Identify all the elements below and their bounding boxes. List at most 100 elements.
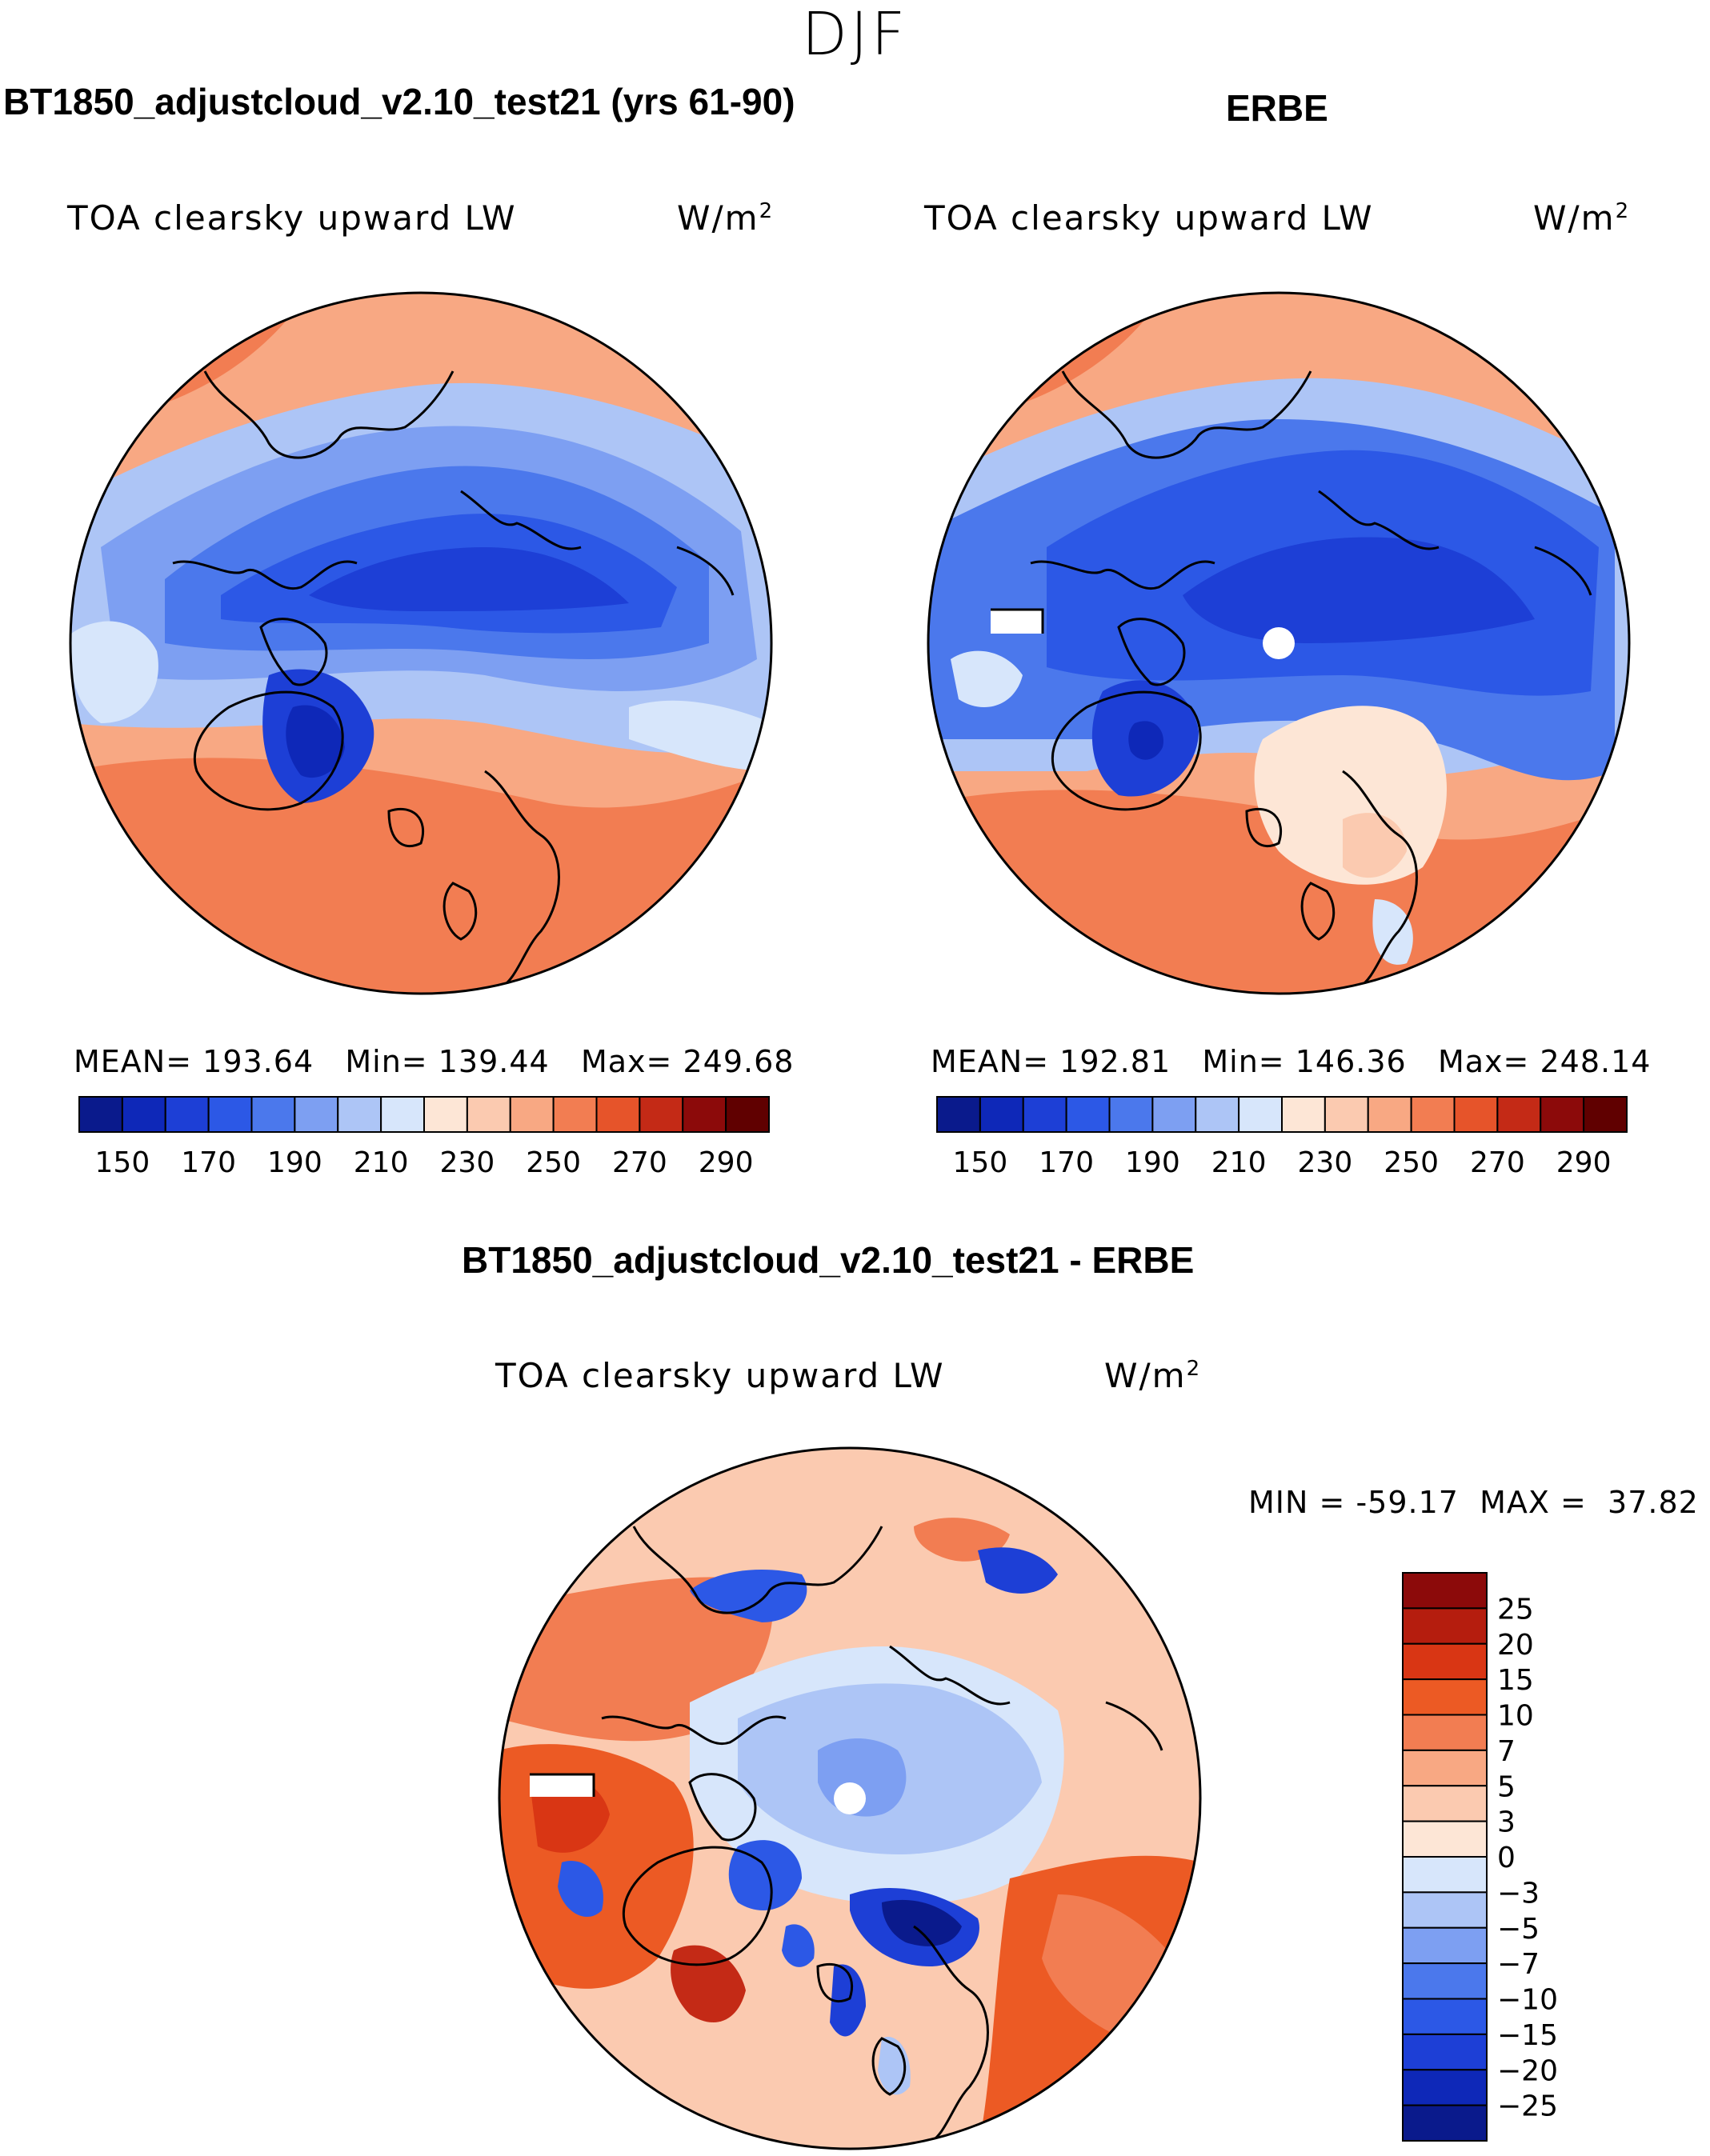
diff-colorbar-tick-label: −15 — [1497, 2019, 1558, 2052]
diff-colorbar-tick-label: −7 — [1497, 1948, 1540, 1981]
model-variable-title: TOA clearsky upward LW — [67, 198, 517, 238]
model-colorbar-swatch — [639, 1096, 684, 1133]
obs-colorbar-swatch — [1022, 1096, 1067, 1133]
model-colorbar-swatch — [164, 1096, 210, 1133]
obs-colorbar-tick-label: 210 — [1211, 1146, 1267, 1179]
obs-stats: MEAN= 192.81 Min= 146.36 Max= 248.14 — [931, 1044, 1652, 1079]
model-colorbar-swatch — [294, 1096, 339, 1133]
model-colorbar-swatch — [682, 1096, 727, 1133]
obs-variable-title: TOA clearsky upward LW — [924, 198, 1374, 238]
diff-units: W/m2 — [1104, 1356, 1202, 1395]
model-colorbar-swatch — [380, 1096, 425, 1133]
diff-colorbar-swatch — [1402, 2069, 1488, 2106]
diff-colorbar-tick-label: 25 — [1497, 1593, 1534, 1626]
model-colorbar-tick-label: 210 — [354, 1146, 409, 1179]
diff-colorbar-swatch — [1402, 1572, 1488, 1610]
diff-panel-title: BT1850_adjustcloud_v2.10_test21 - ERBE — [462, 1239, 1195, 1281]
obs-colorbar-swatch — [979, 1096, 1024, 1133]
model-colorbar-swatch — [466, 1096, 511, 1133]
model-colorbar-swatch — [423, 1096, 468, 1133]
diff-colorbar-tick-label: 15 — [1497, 1664, 1534, 1697]
diff-colorbar-swatch — [1402, 2033, 1488, 2071]
obs-colorbar-swatch — [1324, 1096, 1369, 1133]
obs-colorbar-tick-label: 290 — [1556, 1146, 1612, 1179]
diff-variable-title: TOA clearsky upward LW — [495, 1356, 945, 1395]
diff-colorbar-tick-label: −5 — [1497, 1913, 1540, 1946]
obs-colorbar-swatch — [1151, 1096, 1197, 1133]
obs-colorbar: 150 170 190 210 230 250 270 290 — [936, 1096, 1628, 1179]
diff-colorbar-tick-label: 5 — [1497, 1770, 1516, 1803]
obs-colorbar-swatch — [1281, 1096, 1326, 1133]
obs-colorbar-swatch — [1453, 1096, 1499, 1133]
model-colorbar-swatch — [725, 1096, 770, 1133]
diff-colorbar-swatch — [1402, 1678, 1488, 1716]
diff-colorbar-swatch — [1402, 1607, 1488, 1645]
obs-colorbar-tick-label: 150 — [953, 1146, 1008, 1179]
obs-polar-map — [927, 291, 1631, 995]
diff-colorbar-swatch — [1402, 1820, 1488, 1858]
diff-stats: MIN = -59.17 MAX = 37.82 — [1248, 1485, 1699, 1520]
diff-colorbar-tick-label: −10 — [1497, 1984, 1558, 2017]
model-colorbar-swatch — [78, 1096, 123, 1133]
model-mean-value: 193.64 — [202, 1044, 314, 1079]
diff-max-value: 37.82 — [1608, 1485, 1699, 1520]
obs-panel-title: ERBE — [1226, 87, 1328, 129]
model-colorbar-swatch — [595, 1096, 641, 1133]
diff-colorbar-swatch — [1402, 1714, 1488, 1751]
diff-colorbar-swatch — [1402, 1785, 1488, 1822]
obs-colorbar-swatch — [1195, 1096, 1240, 1133]
diff-colorbar-tick-label: 20 — [1497, 1629, 1534, 1662]
model-units: W/m2 — [677, 198, 775, 238]
obs-min-value: 146.36 — [1295, 1044, 1407, 1079]
obs-colorbar-swatch — [1238, 1096, 1283, 1133]
model-colorbar-tick-label: 190 — [267, 1146, 322, 1179]
diff-colorbar-tick-label: 0 — [1497, 1842, 1516, 1874]
diff-colorbar-tick-label: −25 — [1497, 2090, 1558, 2123]
diff-min-value: -59.17 — [1356, 1485, 1459, 1520]
obs-colorbar-swatch — [1496, 1096, 1542, 1133]
obs-colorbar-tick-label: 170 — [1039, 1146, 1094, 1179]
model-colorbar-swatch — [250, 1096, 296, 1133]
model-max-value: 249.68 — [683, 1044, 795, 1079]
diff-colorbar-swatch — [1402, 1642, 1488, 1681]
model-colorbar-swatch — [337, 1096, 382, 1133]
diff-colorbar-swatch — [1402, 1962, 1488, 2000]
model-colorbar-swatch — [121, 1096, 166, 1133]
diff-colorbar-swatch — [1402, 1856, 1488, 1894]
model-polar-map — [69, 291, 773, 995]
obs-colorbar-swatch — [1367, 1096, 1412, 1133]
obs-colorbar-tick-label: 190 — [1125, 1146, 1180, 1179]
obs-colorbar-swatch — [1108, 1096, 1154, 1133]
model-colorbar: 150 170 190 210 230 250 270 290 — [78, 1096, 770, 1179]
diff-colorbar-swatch — [1402, 2104, 1488, 2142]
obs-colorbar-swatch — [936, 1096, 981, 1133]
model-colorbar-swatch — [509, 1096, 555, 1133]
diff-colorbar-tick-label: 10 — [1497, 1700, 1534, 1733]
diff-colorbar-tick-label: −20 — [1497, 2054, 1558, 2087]
diff-colorbar-swatch — [1402, 1926, 1488, 1965]
diff-colorbar-swatch — [1402, 1891, 1488, 1929]
obs-colorbar-swatch — [1540, 1096, 1585, 1133]
model-stats: MEAN= 193.64 Min= 139.44 Max= 249.68 — [74, 1044, 795, 1079]
model-colorbar-swatch — [552, 1096, 598, 1133]
obs-units: W/m2 — [1533, 198, 1631, 238]
model-colorbar-tick-label: 250 — [526, 1146, 581, 1179]
obs-colorbar-tick-label: 230 — [1298, 1146, 1353, 1179]
model-panel-title: BT1850_adjustcloud_v2.10_test21 (yrs 61-… — [3, 81, 795, 122]
obs-mean-value: 192.81 — [1059, 1044, 1171, 1079]
model-colorbar-tick-label: 170 — [181, 1146, 236, 1179]
season-title: DJF — [801, 0, 909, 69]
diff-colorbar-swatch — [1402, 1998, 1488, 2035]
model-colorbar-tick-label: 290 — [699, 1146, 754, 1179]
obs-colorbar-swatch — [1410, 1096, 1456, 1133]
diff-colorbar-tick-label: 7 — [1497, 1735, 1516, 1768]
model-min-value: 139.44 — [438, 1044, 550, 1079]
diff-colorbar-swatch — [1402, 1749, 1488, 1787]
diff-colorbar-tick-label: 3 — [1497, 1806, 1516, 1839]
obs-colorbar-tick-label: 250 — [1384, 1146, 1439, 1179]
model-colorbar-swatch — [207, 1096, 253, 1133]
diff-colorbar-tick-label: −3 — [1497, 1877, 1540, 1910]
obs-colorbar-tick-label: 270 — [1470, 1146, 1525, 1179]
diff-polar-map — [498, 1446, 1202, 2150]
